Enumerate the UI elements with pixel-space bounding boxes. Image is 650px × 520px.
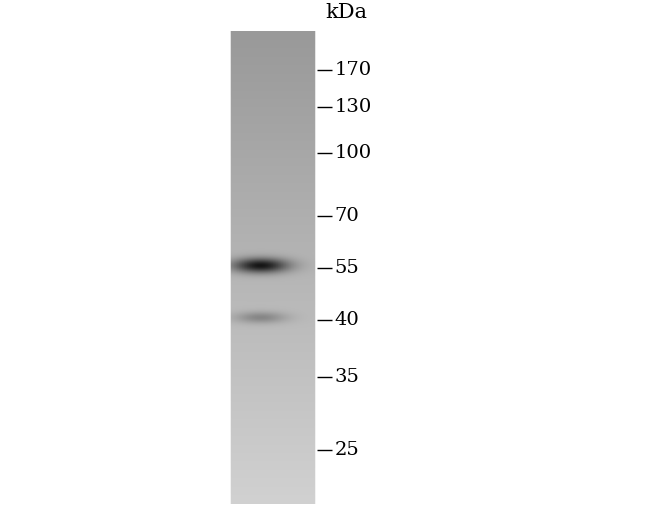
Text: 35: 35 (335, 368, 359, 386)
Text: 25: 25 (335, 441, 359, 459)
Text: 55: 55 (335, 259, 359, 277)
Text: 70: 70 (335, 207, 359, 225)
Text: 40: 40 (335, 311, 359, 329)
Text: kDa: kDa (325, 4, 367, 22)
Text: 170: 170 (335, 61, 372, 79)
Text: 100: 100 (335, 145, 372, 162)
Text: 130: 130 (335, 98, 372, 115)
